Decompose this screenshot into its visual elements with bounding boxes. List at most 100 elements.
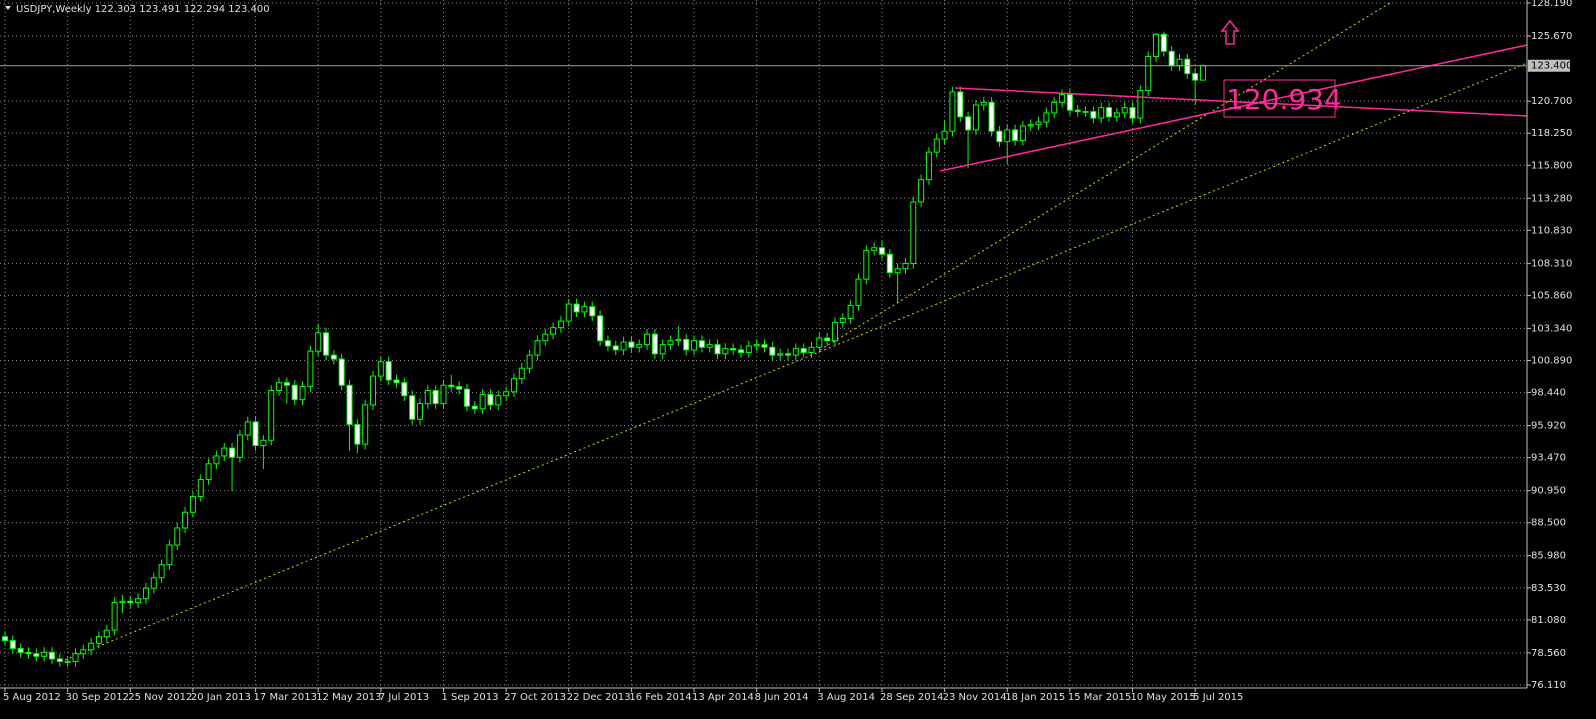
candle-body — [166, 544, 173, 566]
candle-body — [925, 151, 932, 181]
candle-body — [393, 379, 400, 384]
candle-body — [1106, 107, 1113, 118]
candle-body — [1074, 109, 1081, 113]
candle-body — [1027, 124, 1034, 127]
candle-body — [41, 651, 48, 657]
y-tick-label: 78.560 — [1531, 648, 1566, 659]
candle-body — [777, 353, 784, 356]
candle-body — [871, 247, 878, 251]
candle-body — [1199, 65, 1206, 81]
candle-body — [785, 353, 791, 356]
y-tick-label: 85.980 — [1531, 551, 1566, 562]
candle-body — [213, 455, 220, 465]
candle-body — [1184, 58, 1191, 75]
candle-body — [910, 201, 917, 264]
candle-body — [487, 393, 494, 406]
candle-body — [800, 348, 807, 354]
candle-body — [557, 320, 564, 329]
candle-body — [95, 636, 102, 644]
candle-body — [323, 332, 330, 356]
candle-body — [409, 395, 416, 420]
candle-body — [581, 306, 588, 313]
x-tick-label: 28 Sep 2014 — [880, 692, 943, 703]
x-tick-label: 1 Sep 2013 — [441, 692, 498, 703]
candle-body — [565, 303, 572, 322]
candle-body — [1129, 107, 1136, 119]
candle-body — [56, 658, 63, 663]
x-tick-label: 13 Apr 2014 — [692, 692, 754, 703]
candle-body — [1012, 129, 1019, 141]
candle-body — [463, 388, 470, 407]
y-tick-label: 125.670 — [1531, 31, 1572, 42]
candle-body — [949, 91, 956, 132]
candle-body — [291, 384, 298, 401]
candle-body — [753, 344, 760, 347]
candle-body — [150, 577, 157, 589]
trendline — [819, 2, 1391, 351]
candle-body — [25, 651, 32, 655]
candle-body — [988, 101, 995, 132]
y-tick-label: 90.950 — [1531, 486, 1566, 497]
candle-body — [440, 384, 447, 405]
candle-body — [2, 636, 8, 642]
candle-body — [142, 587, 149, 600]
x-tick-label: 15 Mar 2015 — [1068, 692, 1131, 703]
candle-body — [996, 130, 1003, 143]
candle-body — [72, 653, 79, 663]
candle-body — [1066, 94, 1073, 111]
candle-body — [1160, 33, 1167, 52]
candle-body — [738, 349, 745, 354]
y-tick-label: 81.080 — [1531, 615, 1566, 626]
x-tick-label: 20 Jan 2013 — [191, 692, 251, 703]
candle-body — [628, 341, 635, 348]
x-tick-label: 8 Jun 2014 — [755, 692, 809, 703]
candle-body — [432, 389, 439, 405]
price-label: 120.934 — [1226, 83, 1342, 116]
candle-body — [370, 375, 377, 406]
candle-body — [111, 602, 118, 631]
trendline — [954, 87, 1528, 117]
candle-body — [526, 354, 533, 369]
candle-body — [135, 598, 142, 604]
candle-body — [401, 382, 408, 397]
candle-body — [636, 344, 643, 348]
y-tick-label: 115.800 — [1531, 160, 1572, 171]
candle-body — [518, 367, 525, 380]
candle-body — [745, 345, 752, 354]
candle-body — [847, 304, 854, 319]
y-tick-label: 83.530 — [1531, 583, 1566, 594]
candle-body — [1137, 90, 1144, 119]
candle-body — [972, 104, 979, 131]
x-tick-label: 23 Nov 2014 — [943, 692, 1007, 703]
candle-body — [416, 403, 423, 420]
candle-body — [651, 333, 658, 355]
candle-body — [769, 346, 776, 356]
candle-body — [330, 354, 337, 360]
candle-body — [933, 138, 940, 153]
candle-body — [550, 327, 557, 335]
candle-body — [456, 386, 463, 390]
y-tick-label: 95.920 — [1531, 421, 1566, 432]
candle-body — [377, 361, 384, 377]
x-tick-label: 30 Sep 2012 — [66, 692, 129, 703]
candle-body — [691, 340, 698, 351]
y-tick-label: 100.890 — [1531, 355, 1572, 366]
candle-body — [205, 463, 212, 481]
candle-body — [189, 496, 196, 513]
candle-body — [761, 344, 768, 348]
candle-body — [17, 647, 24, 653]
x-tick-label: 18 Jan 2015 — [1005, 692, 1065, 703]
candle-body — [424, 389, 431, 405]
candle-body — [894, 268, 901, 274]
y-tick-label: 108.310 — [1531, 258, 1572, 269]
candle-body — [824, 337, 831, 342]
candle-body — [1059, 94, 1066, 103]
candle-body — [48, 651, 55, 660]
candle-body — [276, 382, 283, 391]
candle-body — [597, 315, 604, 342]
candle-body — [839, 317, 846, 323]
price-box-label: 123.400 — [1531, 61, 1572, 72]
candle-body — [315, 332, 322, 352]
candle-body — [448, 384, 455, 388]
x-tick-label: 5 Aug 2012 — [3, 692, 61, 703]
